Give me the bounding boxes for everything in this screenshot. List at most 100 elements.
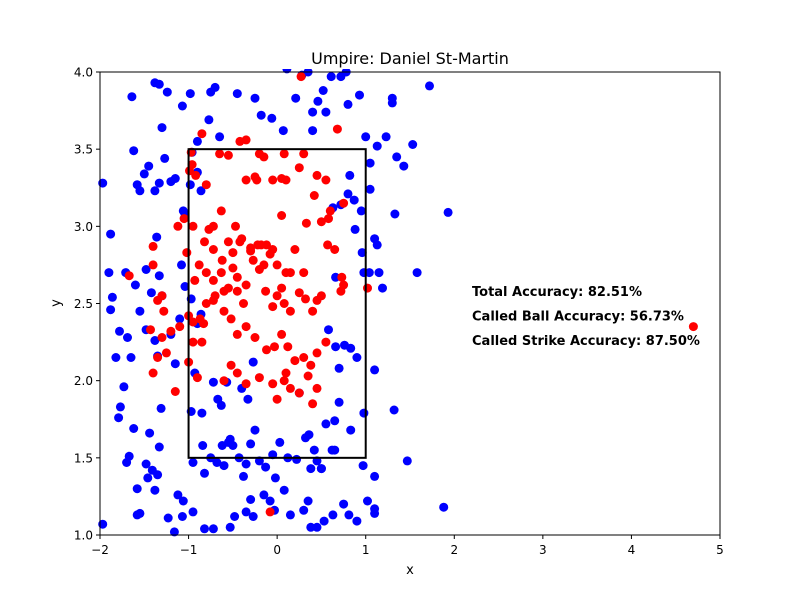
ball-point <box>177 101 187 111</box>
ball-point <box>370 471 380 481</box>
ball-point <box>135 306 145 316</box>
ball-point <box>223 437 233 447</box>
strike-point <box>192 373 202 383</box>
strike-point <box>241 175 251 185</box>
ball-point <box>279 485 289 495</box>
ball-point <box>389 405 399 415</box>
strike-point <box>303 371 313 381</box>
ball-point <box>267 113 277 123</box>
ball-point <box>157 123 167 133</box>
strike-point <box>337 272 347 282</box>
strike-point <box>146 325 155 335</box>
strike-point <box>179 214 189 224</box>
strike-point <box>219 376 229 386</box>
strike-point <box>231 221 240 231</box>
ball-point <box>139 169 149 179</box>
ball-point <box>361 132 371 142</box>
ball-point <box>107 292 117 302</box>
ball-point <box>363 496 372 506</box>
strike-point <box>228 263 238 273</box>
ball-point <box>321 419 331 429</box>
ball-point <box>177 512 187 521</box>
strike-point <box>268 379 278 389</box>
strike-point <box>219 286 229 296</box>
strike-point <box>226 314 236 324</box>
ball-point <box>324 325 333 335</box>
ball-point <box>178 496 188 506</box>
strike-point <box>308 306 318 316</box>
strike-point <box>148 260 158 270</box>
strike-point <box>201 268 211 278</box>
strike-point <box>235 237 245 247</box>
ball-point <box>114 413 124 423</box>
x-tick-label: 5 <box>716 543 724 557</box>
strike-point <box>339 280 349 290</box>
ball-point <box>132 484 142 494</box>
x-tick-label: 2 <box>450 543 458 557</box>
ball-point <box>365 184 375 194</box>
strike-point <box>316 291 326 301</box>
ball-point <box>150 186 160 196</box>
ball-point <box>357 248 367 258</box>
ball-point <box>246 439 256 449</box>
ball-point <box>130 280 140 290</box>
ball-point <box>399 161 409 171</box>
strike-point <box>232 368 242 378</box>
strike-point <box>201 299 211 308</box>
strike-point <box>191 170 201 180</box>
y-tick-label: 2.5 <box>74 297 93 311</box>
strike-point <box>223 150 233 160</box>
strike-point <box>277 211 287 220</box>
ball-point <box>312 522 322 532</box>
ball-point <box>106 229 116 239</box>
strike-point <box>228 248 238 258</box>
strike-point <box>312 383 322 393</box>
strike-point <box>290 356 300 366</box>
ball-point <box>129 146 139 156</box>
strike-point <box>194 260 204 270</box>
ball-point <box>370 508 380 518</box>
strike-point <box>262 345 271 355</box>
strike-point <box>299 268 309 278</box>
ball-point <box>243 394 253 404</box>
ball-point <box>309 445 319 455</box>
ball-point <box>170 359 180 369</box>
strike-point <box>299 353 309 362</box>
ball-point <box>154 442 164 452</box>
strike-point <box>259 152 269 162</box>
ball-point <box>106 305 116 315</box>
ball-point <box>144 161 154 171</box>
x-tick-label: −1 <box>180 543 198 557</box>
strike-point <box>339 198 349 208</box>
y-axis-ticks: 1.0 1.5 2.0 2.5 3.0 3.5 4.0 <box>74 66 100 543</box>
strike-point <box>241 322 251 332</box>
strike-point <box>223 237 233 247</box>
ball-point <box>135 186 145 196</box>
strike-point <box>153 353 163 362</box>
ball-point <box>339 499 349 509</box>
ball-point <box>204 115 214 125</box>
strike-point <box>232 286 242 296</box>
ball-point <box>381 132 391 142</box>
ball-point <box>318 86 328 95</box>
y-tick-label: 4.0 <box>74 66 93 80</box>
ball-point <box>261 462 271 472</box>
ball-point <box>200 524 209 534</box>
ball-point <box>232 89 242 99</box>
ball-point <box>115 326 124 336</box>
ball-point <box>170 174 180 183</box>
ball-point <box>402 456 412 466</box>
strike-point <box>316 217 326 227</box>
strike-point <box>301 218 311 228</box>
ball-point <box>356 206 366 216</box>
strike-point <box>312 348 322 358</box>
y-tick-label: 2.0 <box>74 374 93 388</box>
ball-point <box>185 180 195 190</box>
strike-point <box>294 163 304 173</box>
ball-point <box>278 126 288 136</box>
ball-point <box>241 507 251 517</box>
ball-point <box>188 458 198 467</box>
strike-point <box>272 394 282 404</box>
strike-point <box>281 175 291 185</box>
